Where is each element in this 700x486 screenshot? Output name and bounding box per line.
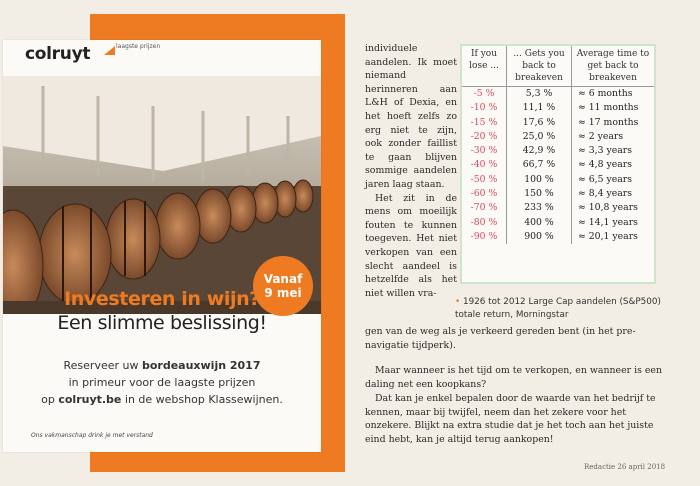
table-cell-gain: 233 % (506, 201, 572, 216)
ad-website-link[interactable]: colruyt.be (58, 393, 122, 406)
table-row: -15 % 17,6 % ≈ 17 months (462, 115, 654, 130)
table-cell-gain: 5,3 % (506, 86, 572, 102)
wine-barrels-photo (3, 76, 321, 314)
table-cell-time: ≈ 3,3 years (578, 145, 632, 157)
table-cell-loss: -30 % (470, 145, 498, 157)
date-badge: Vanaf 9 mei (253, 256, 313, 316)
table-cell-loss: -15 % (470, 116, 498, 128)
table-cell-loss: -40 % (470, 159, 498, 171)
table-cell-time: ≈ 20,1 years (578, 230, 638, 242)
table-cell-loss: -50 % (470, 173, 498, 185)
table-cell-time: ≈ 10,8 years (578, 202, 638, 214)
table-cell-loss: -10 % (470, 102, 498, 114)
table-footnote-text: 1926 tot 2012 Large Cap aandelen (S&P500… (455, 297, 661, 320)
table-row: -30 % 42,9 % ≈ 3,3 years (462, 144, 654, 159)
ad-line2: in primeur voor de laagste prijzen (68, 376, 256, 389)
table-row: -60 % 150 % ≈ 8,4 years (462, 187, 654, 202)
editorial-credit: Redactie 26 april 2018 (584, 463, 666, 471)
ad-line1-a: Reserveer uw (63, 359, 142, 372)
ad-subheadline: Een slimme beslissing! (57, 312, 267, 334)
article-paragraph-1: individuele aandelen. Ik moet niemand he… (365, 43, 457, 190)
table-cell-time: ≈ 14,1 years (578, 216, 638, 228)
table-cell-gain: 66,7 % (506, 158, 572, 173)
table-cell-gain: 42,9 % (506, 144, 572, 159)
colruyt-logo: colruyt (25, 44, 91, 64)
ad-line3-c: in de webshop Klassewijnen. (121, 393, 283, 406)
table-row: -40 % 66,7 % ≈ 4,8 years (462, 158, 654, 173)
ad-line1-b: bordeauxwijn 2017 (141, 359, 261, 372)
article-paragraph-2: Het zit in de mens om moeilijk fouten te… (365, 192, 457, 299)
table-cell-time: ≈ 11 months (578, 102, 639, 114)
table-cell-loss: -70 % (470, 202, 498, 214)
table-cell-time: ≈ 17 months (578, 116, 639, 128)
table-cell-loss: -80 % (470, 216, 498, 228)
table-header-loss: If you lose ... (469, 49, 499, 71)
ad-disclaimer: Ons vakmanschap drink je met verstand (31, 432, 153, 439)
table-cell-time: ≈ 6 months (578, 88, 633, 99)
table-row: -70 % 233 % ≈ 10,8 years (462, 201, 654, 216)
table-cell-gain: 17,6 % (506, 115, 572, 130)
article-paragraph-5: Dat kan je enkel bepalen door de waarde … (365, 393, 656, 445)
table-row: -20 % 25,0 % ≈ 2 years (462, 129, 654, 145)
table-cell-gain: 25,0 % (506, 129, 572, 145)
table-header-time: Average time to get back to breakeven (576, 49, 650, 83)
table-row: -80 % 400 % ≈ 14,1 years (462, 215, 654, 230)
ad-line3-a: op (41, 393, 59, 406)
table-cell-gain: 900 % (506, 229, 572, 245)
ad-body-text: Reserveer uw bordeauxwijn 2017 in primeu… (3, 357, 321, 408)
table-row: -5 % 5,3 % ≈ 6 months (462, 86, 654, 102)
breakeven-table: If you lose ... ... Gets you back to bre… (460, 44, 656, 284)
table-cell-time: ≈ 6,5 years (578, 173, 632, 185)
table-row: -10 % 11,1 % ≈ 11 months (462, 101, 654, 116)
table-row: -90 % 900 % ≈ 20,1 years (462, 229, 654, 245)
bullet-icon: • (455, 297, 461, 307)
article-paragraph-4: Maar wanneer is het tijd om te verkopen,… (365, 365, 663, 390)
table-cell-loss: -90 % (470, 230, 498, 242)
table-cell-gain: 400 % (506, 215, 572, 230)
table-cell-gain: 11,1 % (506, 101, 572, 116)
table-row: -50 % 100 % ≈ 6,5 years (462, 172, 654, 188)
badge-line1: Vanaf (263, 272, 303, 286)
table-header-gain: ... Gets you back to breakeven (506, 46, 572, 87)
logo-tagline: laagste prijzen (116, 43, 161, 50)
colruyt-advertisement: colruyt laagste prijzen (3, 40, 321, 452)
table-cell-time: ≈ 4,8 years (578, 159, 632, 171)
ad-headline: Investeren in wijn? (64, 288, 260, 310)
badge-line2: 9 mei (264, 286, 302, 300)
table-cell-gain: 150 % (506, 187, 572, 202)
table-cell-gain: 100 % (506, 172, 572, 188)
table-cell-loss: -20 % (470, 130, 498, 142)
table-cell-time: ≈ 2 years (578, 130, 624, 142)
table-footnote: • 1926 tot 2012 Large Cap aandelen (S&P5… (455, 296, 665, 321)
table-cell-loss: -5 % (473, 88, 495, 99)
article-column-1: individuele aandelen. Ik moet niemand he… (365, 42, 457, 300)
table-cell-time: ≈ 8,4 years (578, 188, 632, 200)
article-paragraph-3: gen van de weg als je verkeerd gereden b… (365, 326, 636, 351)
logo-triangle-icon (104, 46, 115, 55)
table-cell-loss: -60 % (470, 188, 498, 200)
